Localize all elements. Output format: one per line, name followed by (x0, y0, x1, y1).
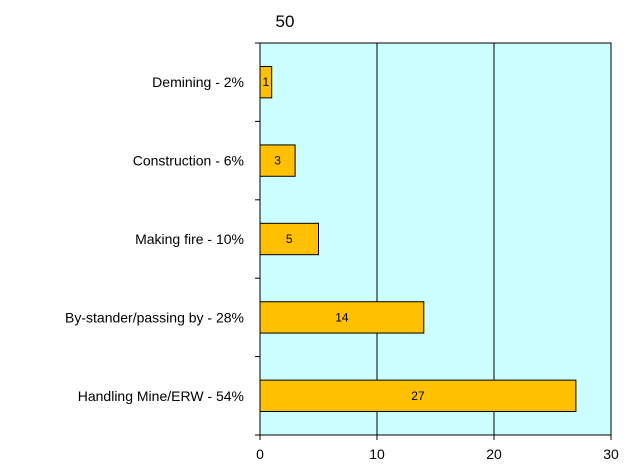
data-label-3: 14 (335, 310, 349, 324)
bars (259, 66, 577, 412)
category-label-1: Construction - 6% (133, 153, 244, 169)
gridlines (376, 43, 495, 435)
data-label-0: 1 (263, 75, 270, 89)
data-labels: 1 3 5 14 27 (263, 75, 425, 403)
data-label-4: 27 (411, 389, 425, 403)
x-tick-labels: 0 10 20 30 (256, 446, 619, 462)
bar-4 (259, 379, 577, 412)
category-label-4: Handling Mine/ERW - 54% (78, 388, 244, 404)
category-label-3: By-stander/passing by - 28% (65, 309, 244, 325)
x-tick-label-2: 20 (486, 446, 502, 462)
data-label-1: 3 (274, 154, 281, 168)
x-tick-label-0: 0 (256, 446, 264, 462)
category-label-0: Demining - 2% (152, 74, 244, 90)
x-tick-label-1: 10 (369, 446, 385, 462)
axes (255, 42, 612, 440)
category-labels: Demining - 2% Construction - 6% Making fir… (65, 74, 244, 404)
chart-title: 50 (276, 12, 295, 31)
category-label-2: Making fire - 10% (135, 231, 244, 247)
data-label-2: 5 (286, 232, 293, 246)
bar-3 (259, 301, 425, 334)
x-tick-label-3: 30 (603, 446, 619, 462)
bar-2 (259, 222, 319, 256)
